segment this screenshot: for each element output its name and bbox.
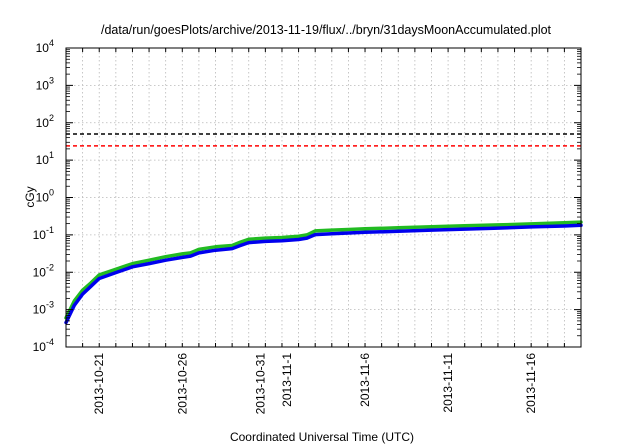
reference-lines [66, 133, 581, 147]
x-axis-ticks: 2013-10-21 2013-10-26 2013-10-31 2013-11-1 2… [82, 48, 565, 415]
chart-title: /data/run/goesPlots/archive/2013-11-19/f… [101, 23, 552, 37]
series-line-0 [64, 220, 583, 320]
y-tick-label: 104 [36, 38, 54, 55]
y-tick-label: 101 [36, 150, 54, 167]
series-line-1 [64, 223, 583, 325]
x-tick-label: 2013-10-21 [92, 353, 106, 415]
grid [66, 48, 581, 347]
x-tick-label: 2013-11-16 [524, 353, 538, 414]
x-tick-label: 2013-11-1 [280, 353, 294, 407]
y-tick-label: 10-2 [33, 262, 54, 279]
x-tick-label: 2013-10-26 [175, 353, 189, 415]
y-tick-label: 10-1 [33, 225, 54, 242]
y-tick-label: 102 [36, 113, 54, 130]
x-axis-label: Coordinated Universal Time (UTC) [230, 430, 414, 444]
series-group [64, 220, 583, 325]
y-tick-label: 103 [36, 75, 54, 92]
y-tick-label: 10-3 [33, 300, 54, 317]
y-axis-ticks: 10-4 10-3 10-2 10-1 100 101 102 103 104 [33, 38, 581, 354]
y-tick-label: 100 [36, 188, 54, 205]
x-tick-label: 2013-11-11 [441, 353, 455, 413]
x-tick-label: 2013-11-6 [358, 353, 372, 407]
x-tick-label: 2013-10-31 [253, 353, 267, 415]
y-tick-label: 10-4 [33, 337, 54, 354]
y-axis-label: cGy [23, 186, 37, 207]
